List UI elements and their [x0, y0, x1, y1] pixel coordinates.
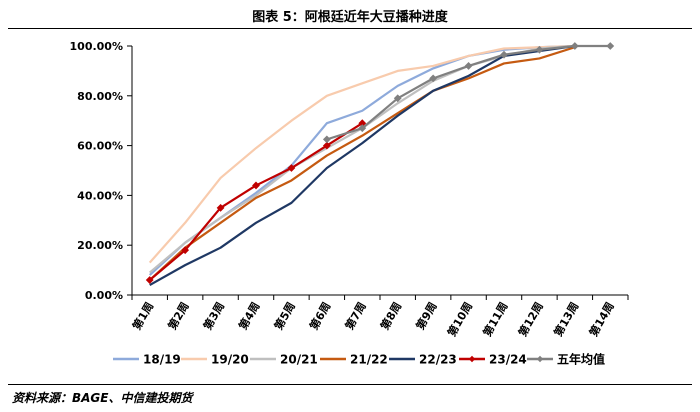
data-point [322, 135, 331, 144]
legend-label: 18/19 [143, 353, 181, 367]
x-tick-label: 第6周 [307, 300, 334, 333]
data-point [464, 62, 473, 70]
y-tick-label: 40.00% [77, 189, 123, 202]
chart-title: 图表 5：阿根廷近年大豆播种进度 [252, 10, 448, 25]
bottom-rule [8, 384, 692, 385]
data-point [181, 246, 190, 255]
legend-layer: 18/19 19/20 20/21 21/22 22/23 23/24 五年均值 [113, 352, 605, 367]
x-tick-label: 第12周 [515, 300, 546, 339]
x-tick-label: 第5周 [271, 300, 298, 333]
x-tick-label: 第9周 [413, 300, 440, 333]
axis-layer: 0.00%20.00%40.00%60.00%80.00%100.00%第1周第… [70, 40, 629, 339]
series-layer [145, 42, 615, 286]
legend-marker [536, 355, 544, 363]
y-tick-label: 80.00% [77, 90, 123, 103]
x-tick-label: 第10周 [444, 300, 475, 339]
data-point [358, 124, 367, 133]
source-note: 资料来源：BAGE、中信建投期货 [12, 391, 193, 405]
series-line [148, 46, 576, 281]
legend-label: 23/24 [489, 353, 527, 367]
x-tick-label: 第13周 [551, 300, 582, 339]
data-point [535, 45, 544, 54]
series-五年均值 [322, 42, 615, 144]
y-tick-label: 100.00% [70, 40, 123, 53]
series-18/19 [148, 44, 575, 276]
legend-label: 20/21 [280, 353, 318, 367]
x-tick-label: 第4周 [236, 300, 263, 333]
data-point [500, 50, 508, 59]
data-point [606, 42, 615, 50]
y-tick-label: 0.00% [85, 289, 123, 302]
x-tick-label: 第2周 [165, 300, 192, 333]
x-tick-label: 第14周 [586, 300, 617, 339]
series-line [149, 44, 575, 274]
series-19/20 [148, 44, 575, 264]
x-tick-label: 第11周 [480, 300, 511, 339]
top-rule [8, 28, 692, 29]
data-point [145, 276, 154, 284]
data-point [252, 181, 260, 190]
legend-label: 19/20 [211, 353, 249, 367]
series-23/24 [145, 119, 367, 284]
legend-marker [468, 355, 476, 363]
series-22/23 [149, 44, 576, 286]
data-point [393, 94, 402, 103]
data-point [216, 203, 225, 212]
y-tick-label: 60.00% [77, 140, 123, 153]
series-line [148, 44, 575, 276]
x-tick-label: 第8周 [377, 300, 404, 333]
y-tick-label: 20.00% [77, 239, 123, 252]
legend-label: 22/23 [419, 353, 457, 367]
data-point [429, 74, 438, 83]
data-point [570, 42, 579, 50]
legend-label: 21/22 [350, 353, 388, 367]
data-point [287, 164, 296, 172]
series-20/21 [149, 44, 575, 274]
x-tick-label: 第1周 [129, 300, 156, 333]
x-tick-label: 第7周 [342, 300, 369, 333]
legend-label: 五年均值 [557, 352, 605, 367]
series-line [149, 44, 576, 286]
data-point [322, 141, 331, 150]
series-line [148, 44, 575, 264]
series-21/22 [148, 46, 576, 281]
x-tick-label: 第3周 [200, 300, 227, 333]
series-line [326, 44, 611, 141]
